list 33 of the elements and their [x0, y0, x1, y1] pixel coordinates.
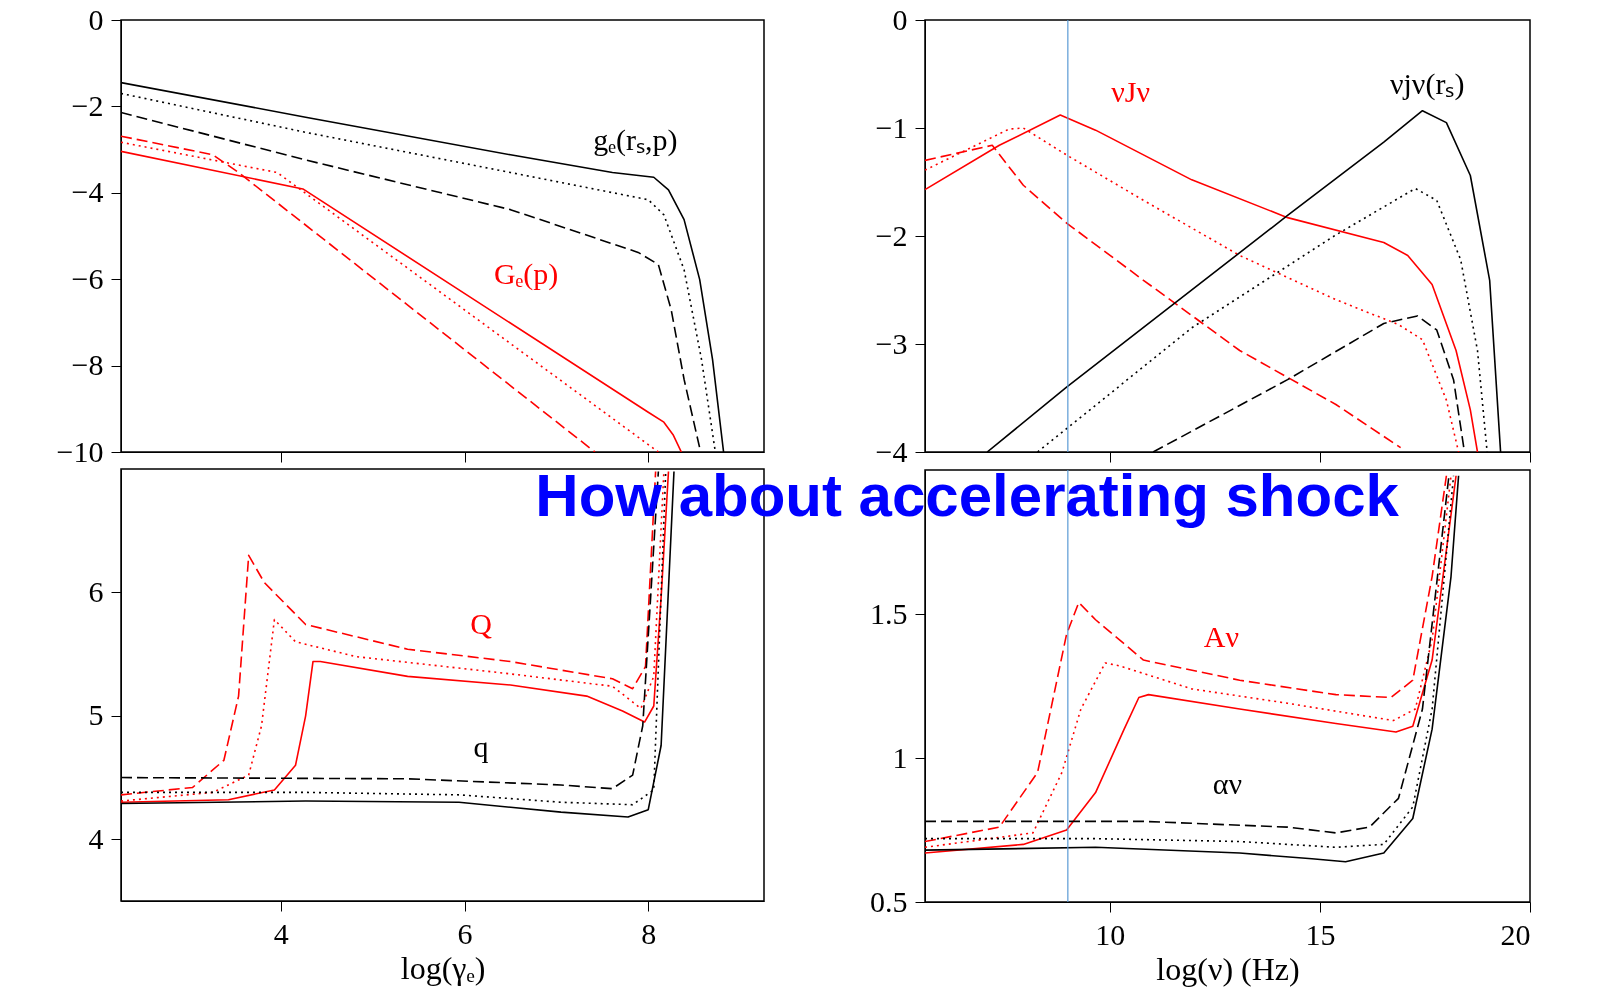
y-tick-label: −4: [875, 434, 908, 468]
x-tick-label: 20: [1500, 917, 1531, 951]
y-tick-label: 4: [88, 821, 104, 855]
x-axis-title: log(γₑ): [400, 949, 486, 986]
x-tick-label: 8: [641, 916, 657, 950]
x-tick-label: 6: [457, 916, 473, 950]
y-tick-label: −8: [71, 348, 104, 382]
y-tick-label: −3: [875, 326, 908, 360]
y-tick-label: 0: [88, 2, 104, 36]
y-tick-label: 1.5: [870, 596, 908, 630]
x-tick-label: 15: [1305, 917, 1336, 951]
series-label: Aν: [1203, 620, 1240, 654]
y-tick-label: 5: [88, 698, 104, 732]
x-tick-label: 4: [273, 916, 289, 950]
x-axis-title: log(ν) (Hz): [1156, 950, 1300, 987]
y-tick-label: 0.5: [870, 884, 908, 918]
y-tick-label: 1: [892, 740, 908, 774]
y-tick-label: 0: [892, 2, 908, 36]
y-tick-label: −2: [875, 218, 908, 252]
y-tick-label: −10: [56, 434, 104, 468]
y-tick-label: −2: [71, 88, 104, 122]
y-tick-label: 6: [88, 574, 104, 608]
y-tick-label: −1: [875, 110, 908, 144]
y-tick-label: −4: [71, 175, 104, 209]
series-label: αν: [1212, 767, 1243, 801]
series-label: Q: [470, 606, 493, 640]
series-label: q: [473, 729, 489, 763]
series-label: Gₑ(p): [493, 256, 559, 291]
series-label: νjν(rₛ): [1389, 66, 1465, 101]
x-tick-label: 10: [1095, 917, 1126, 951]
series-label: gₑ(rₛ,p): [593, 122, 678, 157]
y-tick-label: −6: [71, 261, 104, 295]
series-label: νJν: [1111, 75, 1151, 109]
